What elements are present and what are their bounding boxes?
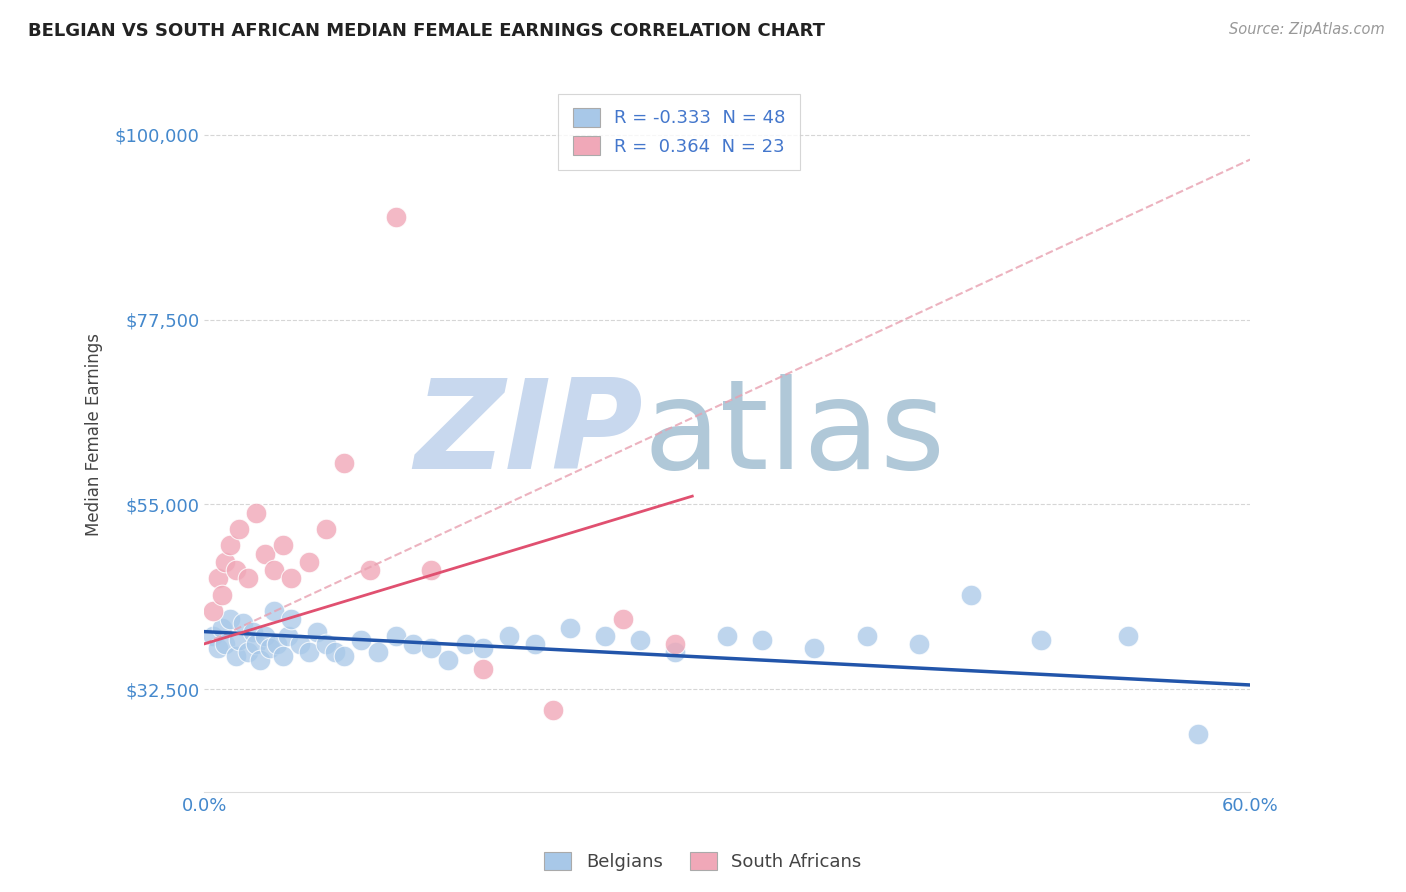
- Point: [385, 629, 408, 643]
- Legend: R = -0.333  N = 48, R =  0.364  N = 23: R = -0.333 N = 48, R = 0.364 N = 23: [558, 94, 800, 170]
- Point: [254, 629, 277, 643]
- Point: [628, 632, 651, 647]
- Legend: Belgians, South Africans: Belgians, South Africans: [537, 845, 869, 879]
- Point: [419, 563, 441, 577]
- Point: [472, 661, 495, 675]
- Point: [245, 637, 267, 651]
- Y-axis label: Median Female Earnings: Median Female Earnings: [86, 333, 103, 536]
- Point: [271, 649, 294, 664]
- Point: [437, 653, 460, 667]
- Point: [245, 506, 267, 520]
- Text: BELGIAN VS SOUTH AFRICAN MEDIAN FEMALE EARNINGS CORRELATION CHART: BELGIAN VS SOUTH AFRICAN MEDIAN FEMALE E…: [28, 22, 825, 40]
- Point: [211, 620, 233, 634]
- Text: Source: ZipAtlas.com: Source: ZipAtlas.com: [1229, 22, 1385, 37]
- Point: [716, 629, 738, 643]
- Point: [201, 604, 224, 618]
- Point: [1116, 629, 1139, 643]
- Point: [288, 637, 311, 651]
- Point: [266, 637, 288, 651]
- Point: [242, 624, 264, 639]
- Point: [751, 632, 773, 647]
- Point: [960, 588, 983, 602]
- Point: [271, 538, 294, 552]
- Point: [219, 612, 242, 626]
- Point: [254, 547, 277, 561]
- Point: [454, 637, 477, 651]
- Point: [225, 563, 247, 577]
- Point: [207, 571, 229, 585]
- Point: [1187, 727, 1209, 741]
- Point: [214, 637, 236, 651]
- Point: [298, 555, 321, 569]
- Point: [385, 210, 408, 224]
- Point: [201, 629, 224, 643]
- Point: [280, 571, 302, 585]
- Point: [908, 637, 931, 651]
- Point: [225, 649, 247, 664]
- Point: [315, 522, 337, 536]
- Point: [359, 563, 381, 577]
- Point: [612, 612, 634, 626]
- Point: [1029, 632, 1052, 647]
- Text: ZIP: ZIP: [415, 374, 644, 495]
- Point: [315, 637, 337, 651]
- Point: [367, 645, 389, 659]
- Point: [211, 588, 233, 602]
- Point: [541, 703, 564, 717]
- Point: [263, 563, 285, 577]
- Point: [214, 555, 236, 569]
- Point: [280, 612, 302, 626]
- Point: [855, 629, 877, 643]
- Point: [472, 640, 495, 655]
- Point: [332, 649, 354, 664]
- Point: [207, 640, 229, 655]
- Point: [350, 632, 373, 647]
- Point: [228, 522, 250, 536]
- Point: [259, 640, 281, 655]
- Point: [277, 629, 299, 643]
- Point: [298, 645, 321, 659]
- Point: [249, 653, 271, 667]
- Point: [419, 640, 441, 655]
- Point: [219, 538, 242, 552]
- Point: [664, 637, 686, 651]
- Point: [524, 637, 547, 651]
- Point: [307, 624, 329, 639]
- Point: [228, 632, 250, 647]
- Point: [664, 645, 686, 659]
- Point: [560, 620, 582, 634]
- Point: [332, 456, 354, 470]
- Point: [236, 571, 259, 585]
- Point: [231, 616, 253, 631]
- Point: [402, 637, 425, 651]
- Point: [498, 629, 520, 643]
- Point: [263, 604, 285, 618]
- Text: atlas: atlas: [644, 374, 946, 495]
- Point: [323, 645, 346, 659]
- Point: [236, 645, 259, 659]
- Point: [593, 629, 616, 643]
- Point: [803, 640, 825, 655]
